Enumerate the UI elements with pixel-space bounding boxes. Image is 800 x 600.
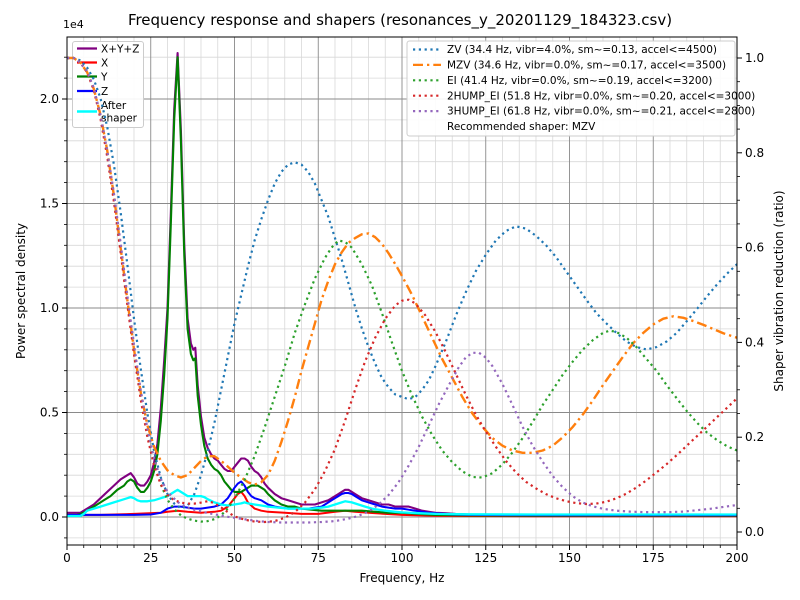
series-ei-curve bbox=[67, 56, 737, 523]
legend-item-label: X+Y+Z bbox=[101, 43, 139, 55]
x-tick-label: 25 bbox=[143, 551, 158, 565]
series-zv-curve bbox=[67, 56, 737, 510]
y-left-tick-label: 0.5 bbox=[40, 406, 59, 420]
legend-right: ZV (34.4 Hz, vibr=4.0%, sm~=0.13, accel<… bbox=[406, 40, 755, 137]
x-tick-label: 125 bbox=[474, 551, 497, 565]
series-2hump-ei-curve bbox=[67, 56, 737, 524]
y-left-axis-label: Power spectral density bbox=[14, 222, 28, 360]
x-tick-label: 50 bbox=[227, 551, 242, 565]
x-tick-label: 175 bbox=[642, 551, 665, 565]
legend-item-label: 2HUMP_EI (51.8 Hz, vibr=0.0%, sm~=0.20, … bbox=[447, 90, 755, 102]
legend-item: MZV (34.6 Hz, vibr=0.0%, sm~=0.17, accel… bbox=[413, 60, 726, 72]
y-left-tick-label: 2.0 bbox=[40, 92, 59, 106]
legend-item: 2HUMP_EI (51.8 Hz, vibr=0.0%, sm~=0.20, … bbox=[413, 90, 755, 102]
x-tick-label: 200 bbox=[726, 551, 749, 565]
x-tick-label: 0 bbox=[63, 551, 71, 565]
legend-item-label: ZV (34.4 Hz, vibr=4.0%, sm~=0.13, accel<… bbox=[447, 44, 717, 56]
y-right-tick-label: 0.2 bbox=[745, 430, 764, 444]
legend-item: Recommended shaper: MZV bbox=[447, 121, 596, 133]
y-left-tick-label: 0.0 bbox=[40, 510, 59, 524]
chart-title: Frequency response and shapers (resonanc… bbox=[127, 11, 673, 29]
legend-item-label: shaper bbox=[101, 113, 138, 125]
legend-item: EI (41.4 Hz, vibr=0.0%, sm~=0.19, accel<… bbox=[413, 75, 712, 87]
series-y-curve bbox=[67, 56, 737, 517]
legend-item-label: 3HUMP_EI (61.8 Hz, vibr=0.0%, sm~=0.21, … bbox=[447, 106, 755, 118]
legend-item: Y bbox=[77, 71, 108, 83]
y-right-tick-label: 0.4 bbox=[745, 335, 764, 349]
axis-ticks bbox=[62, 56, 742, 550]
y-axis-offset-label: 1e4 bbox=[63, 18, 84, 31]
y-left-tick-label: 1.0 bbox=[40, 301, 59, 315]
series-x-y-z-curve bbox=[67, 51, 737, 516]
series-mzv-curve bbox=[67, 56, 737, 486]
x-tick-label: 150 bbox=[558, 551, 581, 565]
legend-right-box bbox=[406, 40, 736, 137]
legend-item-label: X bbox=[101, 57, 108, 69]
x-tick-label: 100 bbox=[391, 551, 414, 565]
legend-item: 3HUMP_EI (61.8 Hz, vibr=0.0%, sm~=0.21, … bbox=[413, 106, 755, 118]
y-right-tick-label: 0.8 bbox=[745, 146, 764, 160]
y-right-axis-label: Shaper vibration reduction (ratio) bbox=[772, 190, 786, 392]
series-3hump-ei-curve bbox=[67, 56, 737, 524]
legend-item-label: EI (41.4 Hz, vibr=0.0%, sm~=0.19, accel<… bbox=[447, 75, 712, 87]
legend-item: X+Y+Z bbox=[77, 43, 139, 55]
legend-item-label: Recommended shaper: MZV bbox=[447, 121, 596, 133]
y-left-tick-label: 1.5 bbox=[40, 197, 59, 211]
shaper-curves bbox=[67, 56, 737, 524]
legend-item: ZV (34.4 Hz, vibr=4.0%, sm~=0.13, accel<… bbox=[413, 44, 717, 56]
y-right-tick-label: 0.6 bbox=[745, 241, 764, 255]
legend-item-label: Y bbox=[100, 71, 108, 83]
legend-item-label: Z bbox=[101, 86, 108, 98]
series-x-curve bbox=[67, 490, 737, 518]
y-right-tick-label: 1.0 bbox=[745, 51, 764, 65]
legend-item-label: MZV (34.6 Hz, vibr=0.0%, sm~=0.17, accel… bbox=[447, 60, 726, 72]
series-after-shaper-curve bbox=[67, 488, 737, 518]
y-right-tick-label: 0.0 bbox=[745, 525, 764, 539]
legend-item-label: After bbox=[101, 100, 127, 112]
x-axis-label: Frequency, Hz bbox=[359, 571, 445, 585]
x-tick-label: 75 bbox=[311, 551, 326, 565]
